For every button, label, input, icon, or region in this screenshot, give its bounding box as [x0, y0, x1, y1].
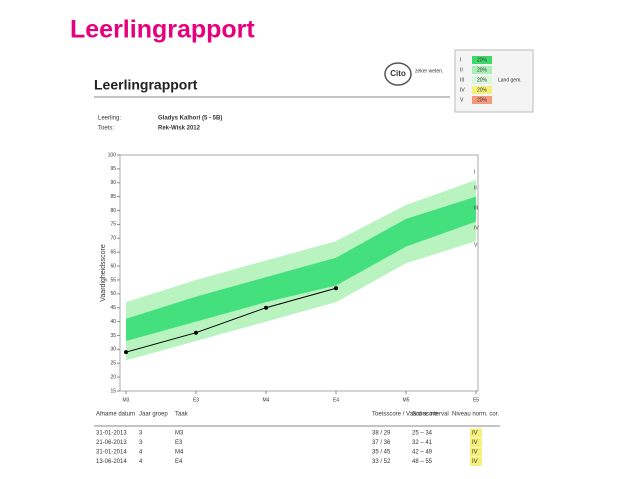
table-cell: 33 / 52: [372, 459, 391, 465]
level-label: III: [474, 205, 478, 211]
legend-box: [454, 49, 534, 113]
score-point: [264, 305, 268, 310]
legend-pct: 20%: [477, 77, 488, 83]
level-cell: [470, 438, 482, 447]
legend-note: Land gem.: [498, 77, 522, 83]
report-title: Leerlingrapport: [94, 77, 198, 93]
y-tick-label: 80: [110, 208, 116, 214]
logo: Cito: [390, 69, 406, 78]
x-tick-label: E4: [333, 397, 339, 403]
table-cell: IV: [472, 459, 478, 465]
table-cell: IV: [472, 440, 478, 446]
table-cell: IV: [472, 450, 478, 456]
y-tick-label: 20: [110, 374, 116, 380]
legend-level: I: [460, 57, 461, 63]
field-value: Rek-Wisk 2012: [158, 126, 201, 132]
y-tick-label: 100: [108, 152, 117, 158]
table-cell: IV: [472, 431, 478, 437]
legend-pct: 20%: [477, 57, 488, 63]
legend-swatch: [472, 76, 492, 84]
field-label: Toets:: [98, 126, 114, 132]
y-tick-label: 90: [110, 180, 116, 186]
x-tick-label: M4: [263, 397, 270, 403]
level-label: IV: [474, 225, 479, 231]
y-tick-label: 70: [110, 236, 116, 242]
table-cell: M3: [175, 431, 184, 437]
table-cell: 38 / 29: [372, 431, 391, 437]
table-cell: E4: [175, 459, 183, 465]
table-cell: 42 – 49: [412, 450, 433, 456]
y-tick-label: 25: [110, 361, 116, 367]
table-cell: E3: [175, 440, 183, 446]
y-tick-label: 65: [110, 250, 116, 256]
y-tick-label: 15: [110, 388, 116, 394]
slide-title: Leerlingrapport: [70, 16, 255, 44]
legend-level: II: [460, 67, 463, 73]
level-band: [126, 196, 476, 342]
score-line: [125, 287, 337, 353]
field-value: Gladys Kalhori (5 - 5B): [158, 116, 222, 122]
y-tick-label: 35: [110, 333, 116, 339]
x-tick-label: E3: [193, 397, 199, 403]
table-cell: 4: [139, 459, 143, 465]
y-tick-label: 85: [110, 194, 116, 200]
level-label: II: [474, 185, 477, 191]
legend-swatch: [472, 56, 492, 64]
legend-pct: 20%: [477, 87, 488, 93]
score-point: [124, 350, 128, 355]
table-cell: 31-01-2014: [96, 450, 127, 456]
table-header: Toetsscore / Vaard score: [372, 412, 439, 418]
legend-level: III: [460, 77, 464, 83]
y-tick-label: 40: [110, 319, 116, 325]
table-cell: M4: [175, 450, 184, 456]
y-axis-label: Vaardigheidsscore: [100, 244, 107, 302]
y-tick-label: 95: [110, 166, 116, 172]
table-cell: 3: [139, 431, 143, 437]
logo-shape: [384, 62, 412, 86]
level-cell: [470, 447, 482, 457]
level-cell: [470, 428, 482, 438]
x-tick-label: M3: [123, 397, 130, 403]
table-header: Jaar groep: [139, 412, 168, 418]
level-label: V: [474, 242, 478, 248]
table-cell: 48 – 55: [412, 459, 433, 465]
table-cell: 13-06-2014: [96, 459, 127, 465]
table-header: Score interval: [412, 412, 449, 418]
y-tick-label: 50: [110, 291, 116, 297]
table-cell: 31-01-2013: [96, 431, 127, 437]
level-label: I: [474, 169, 475, 175]
y-tick-label: 30: [110, 347, 116, 353]
legend-pct: 20%: [477, 67, 488, 73]
legend-level: V: [460, 97, 464, 103]
legend-swatch: [472, 66, 492, 74]
y-tick-label: 45: [110, 305, 116, 311]
table-header: Afname datum: [96, 412, 135, 418]
x-tick-label: E5: [473, 397, 479, 403]
table-cell: 3: [139, 440, 143, 446]
level-cell: [470, 457, 482, 466]
legend-pct: 20%: [477, 97, 488, 103]
table-cell: 25 – 34: [412, 431, 433, 437]
table-cell: 35 / 45: [372, 450, 391, 456]
score-point: [334, 286, 338, 291]
legend-level: IV: [460, 87, 465, 93]
score-point: [194, 330, 198, 335]
y-tick-label: 75: [110, 222, 116, 228]
legend-swatch: [472, 96, 492, 104]
table-cell: 4: [139, 450, 143, 456]
tagline: zeker weten.: [415, 68, 443, 74]
table-header: Taak: [175, 412, 189, 418]
x-tick-label: M5: [403, 397, 410, 403]
y-tick-label: 60: [110, 263, 116, 269]
field-label: Leerling:: [98, 116, 121, 122]
legend-swatch: [472, 86, 492, 94]
table-cell: 21-06-2013: [96, 440, 127, 446]
y-tick-label: 55: [110, 277, 116, 283]
table-header: Niveau norm. cor.: [452, 412, 499, 418]
table-cell: 37 / 36: [372, 440, 391, 446]
table-cell: 32 – 41: [412, 440, 433, 446]
